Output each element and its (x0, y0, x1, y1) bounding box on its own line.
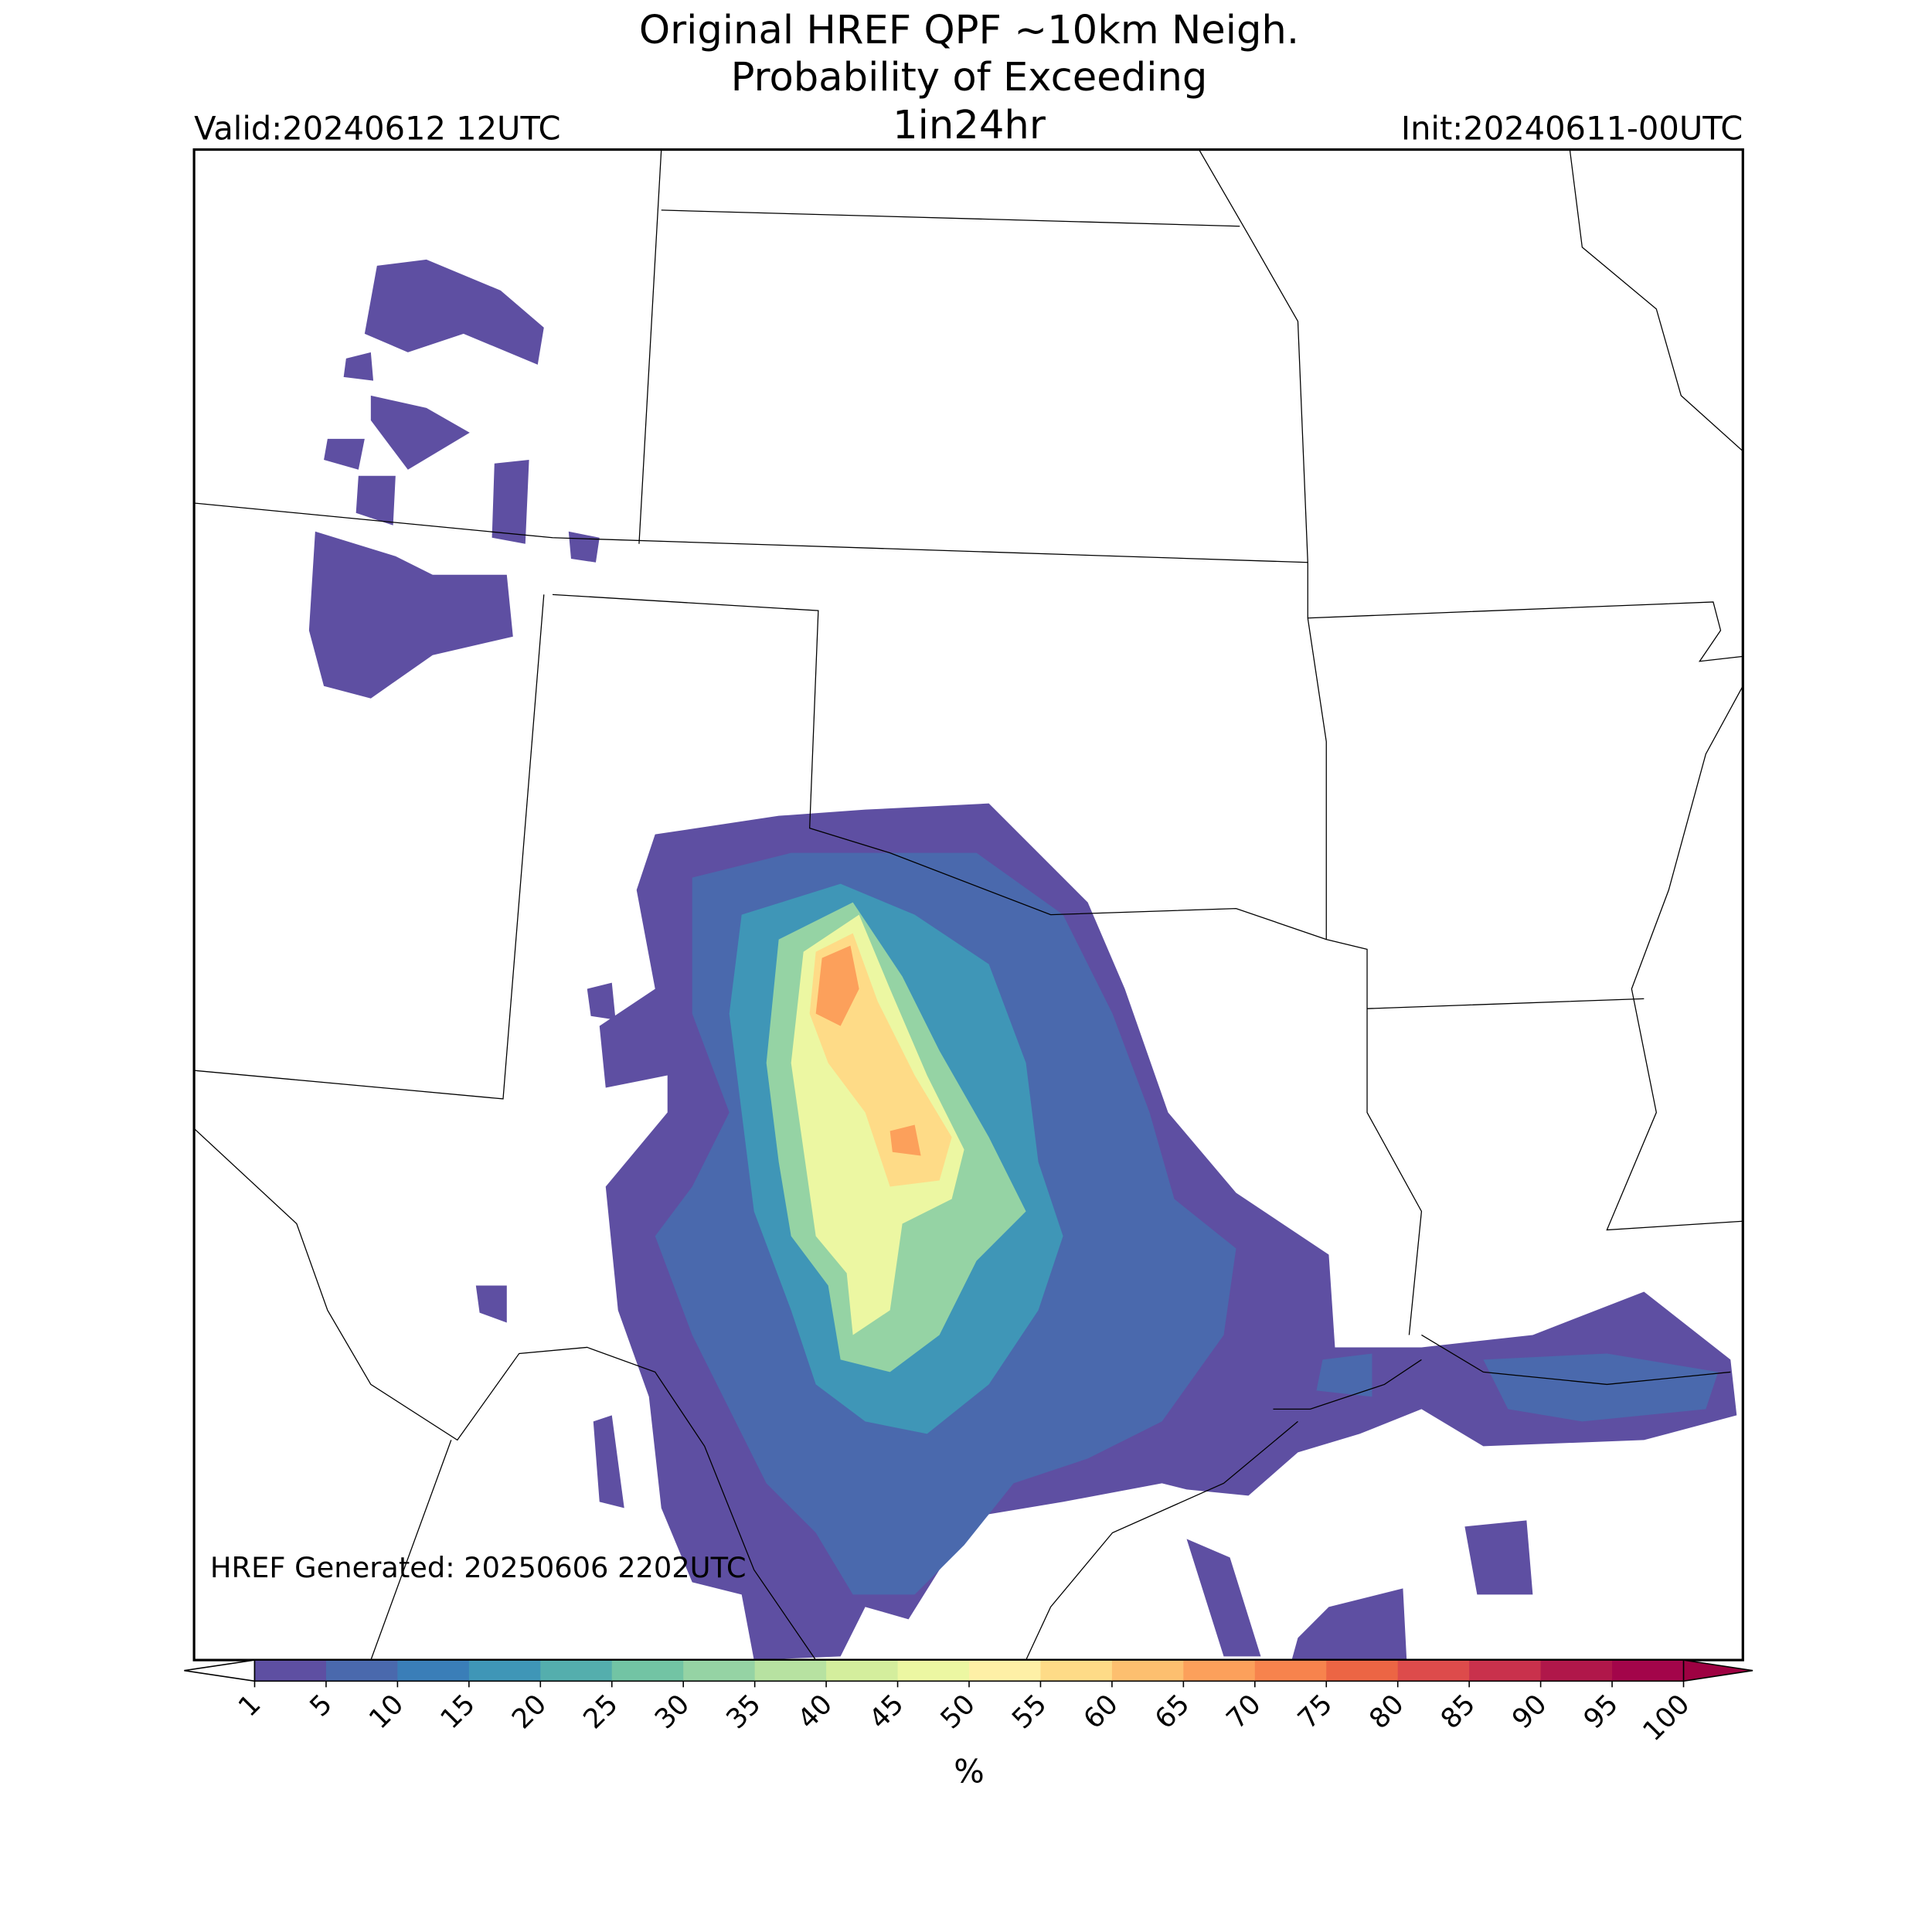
colorbar-segment (897, 1660, 970, 1682)
colorbar-segment (540, 1660, 613, 1682)
colorbar-tick-label: 85 (1434, 1689, 1481, 1736)
colorbar-tick-label: 15 (434, 1689, 481, 1736)
title-line: Original HREF QPF ~10km Neigh. (639, 7, 1299, 53)
colorbar-tick-label: 1 (233, 1689, 267, 1723)
colorbar-tick-label: 60 (1077, 1689, 1124, 1736)
title: Original HREF QPF ~10km Neigh. Probabili… (194, 7, 1743, 148)
colorbar-segment (397, 1660, 470, 1682)
colorbar-segment (1397, 1660, 1470, 1682)
colorbar-segment (826, 1660, 899, 1682)
colorbar-tick-label: 20 (506, 1689, 553, 1736)
colorbar-tick-label: 100 (1637, 1689, 1696, 1747)
precip-field (308, 259, 1737, 1661)
colorbar-tick-label: 55 (1006, 1689, 1053, 1736)
colorbar-segment (968, 1660, 1042, 1682)
valid-time: Valid:20240612 12UTC (194, 110, 560, 148)
map: HREF Generated: 20250606 2202UTC (192, 148, 1744, 1662)
colorbar-tick-label: 70 (1220, 1689, 1267, 1736)
colorbar-tick-label: 95 (1577, 1689, 1624, 1736)
colorbar-segment (1111, 1660, 1185, 1682)
colorbar-segment (683, 1660, 756, 1682)
title-line: 1in24hr (893, 102, 1046, 148)
colorbar-segment (1254, 1660, 1328, 1682)
generated-annotation: HREF Generated: 20250606 2202UTC (210, 1551, 747, 1584)
colorbar-segment (1612, 1660, 1685, 1682)
colorbar-tick-label: 25 (577, 1689, 624, 1736)
colorbar-label: % (954, 1752, 985, 1790)
colorbar-tick-label: 35 (720, 1689, 767, 1736)
colorbar-tick-label: 80 (1363, 1689, 1410, 1736)
colorbar-tick-label: 5 (304, 1689, 338, 1723)
title-line: Probability of Exceeding (731, 54, 1208, 100)
colorbar-under (184, 1659, 256, 1682)
colorbar-segment (1540, 1660, 1613, 1682)
colorbar-segment (468, 1660, 542, 1682)
colorbar-segment (611, 1660, 684, 1682)
colorbar-tick-label: 40 (791, 1689, 838, 1736)
colorbar-tick-label: 65 (1149, 1689, 1196, 1736)
colorbar-tick-label: 90 (1506, 1689, 1553, 1736)
init-time: Init:20240611-00UTC (1401, 110, 1743, 148)
colorbar: % 1 5 10 15 20 25 30 35 40 45 50 55 60 65 70 75 80 85 90 95… (184, 1659, 1753, 1790)
colorbar-segment (1040, 1660, 1113, 1682)
colorbar-over (1682, 1659, 1753, 1682)
colorbar-tick-label: 75 (1292, 1689, 1339, 1736)
colorbar-segment (754, 1660, 827, 1682)
colorbar-segment (1469, 1660, 1542, 1682)
colorbar-tick-label: 50 (934, 1689, 981, 1736)
boundaries (194, 149, 1743, 1661)
colorbar-segment (325, 1660, 399, 1682)
colorbar-tick-label: 30 (649, 1689, 696, 1736)
colorbar-segment (254, 1660, 327, 1682)
colorbar-tick-label: 10 (363, 1689, 410, 1736)
colorbar-segment (1326, 1660, 1399, 1682)
colorbar-tick-label: 45 (863, 1689, 910, 1736)
colorbar-segment (1183, 1660, 1256, 1682)
